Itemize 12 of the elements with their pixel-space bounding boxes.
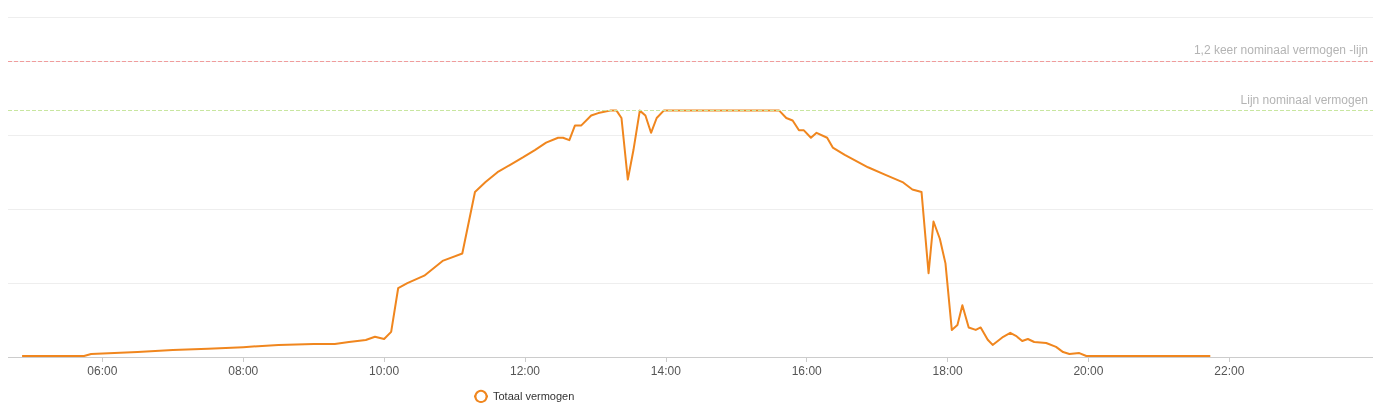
ref-line-label: Lijn nominaal vermogen xyxy=(1240,92,1368,107)
x-tick-label: 14:00 xyxy=(650,364,682,378)
x-tick-label: 08:00 xyxy=(228,364,259,378)
x-tick-label: 18:00 xyxy=(932,364,963,378)
x-tick-label: 22:00 xyxy=(1214,364,1245,378)
ref-line-label: 1,2 keer nominaal vermogen -lijn xyxy=(1193,43,1368,58)
x-tick-label: 12:00 xyxy=(509,364,541,378)
x-tick-label: 16:00 xyxy=(791,364,823,378)
x-tick-label: 06:00 xyxy=(87,364,118,378)
legend-label: Totaal vermogen xyxy=(493,390,575,403)
x-tick-label: 20:00 xyxy=(1073,364,1104,378)
x-tick-label: 10:00 xyxy=(369,364,400,378)
